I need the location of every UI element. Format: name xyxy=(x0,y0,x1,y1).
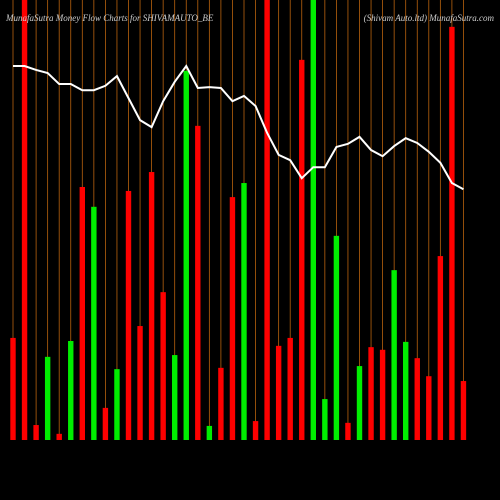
bar xyxy=(183,70,189,440)
bar xyxy=(426,376,432,440)
bar xyxy=(299,59,305,441)
bar xyxy=(437,256,444,440)
bar xyxy=(206,425,213,440)
bar xyxy=(10,337,16,440)
bar xyxy=(322,399,328,440)
bar xyxy=(391,270,397,440)
bar xyxy=(68,341,74,440)
bar xyxy=(218,367,224,440)
bar xyxy=(229,197,236,440)
bar xyxy=(160,292,166,440)
bar xyxy=(252,421,259,440)
chart-title: MunafaSutra Money Flow Charts for SHIVAM… xyxy=(5,13,214,23)
bar xyxy=(114,369,120,440)
bar xyxy=(56,433,62,440)
bar xyxy=(91,206,97,440)
bar xyxy=(356,366,363,440)
bar xyxy=(414,358,420,440)
bar xyxy=(310,0,316,440)
bar xyxy=(33,425,39,440)
bar xyxy=(287,337,293,440)
bar xyxy=(102,407,109,440)
bar xyxy=(195,125,201,440)
bar xyxy=(79,187,85,440)
bar xyxy=(137,326,143,440)
bar xyxy=(125,190,132,440)
bar xyxy=(44,356,51,440)
bar xyxy=(460,381,467,440)
bar xyxy=(368,347,374,440)
bar xyxy=(148,172,155,441)
chart-subtitle: (Shivam Auto.ltd) MunafaSutra.com xyxy=(364,13,495,23)
bar xyxy=(275,345,282,440)
bar xyxy=(403,341,409,440)
bar xyxy=(21,0,28,440)
plot xyxy=(10,0,467,441)
bar xyxy=(264,0,270,440)
bar xyxy=(241,183,247,441)
bar xyxy=(379,349,386,440)
money-flow-line xyxy=(13,64,464,191)
bar xyxy=(172,355,178,440)
bar xyxy=(449,26,455,441)
bar xyxy=(345,422,351,440)
bar xyxy=(333,235,340,440)
